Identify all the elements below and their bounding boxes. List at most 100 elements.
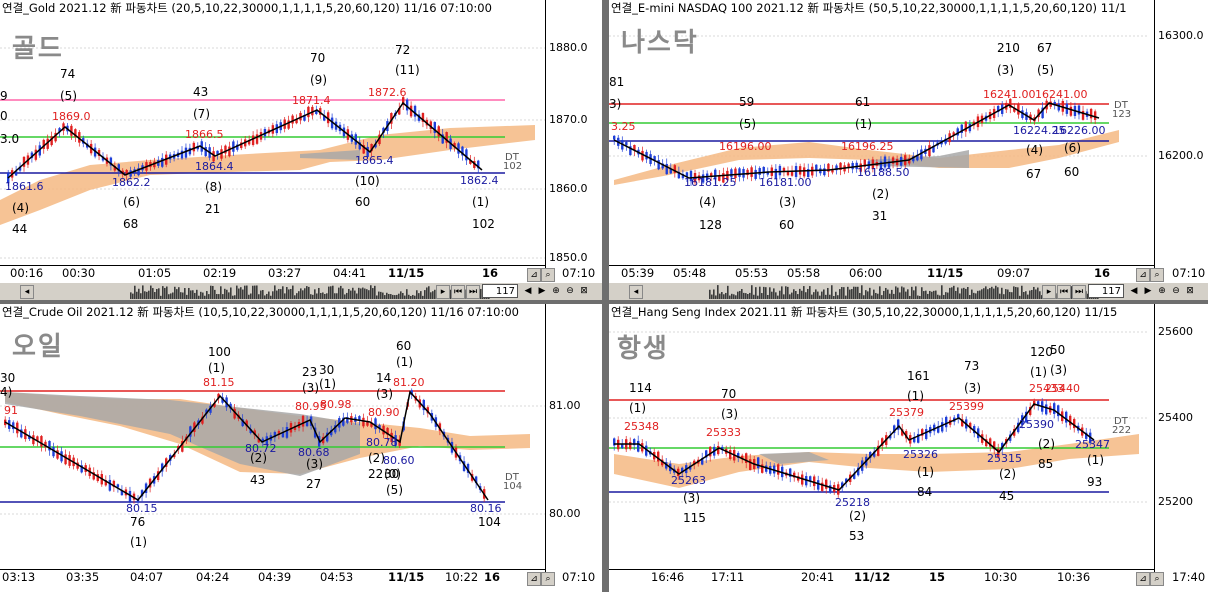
volume-bar (238, 288, 240, 299)
bar-count-field[interactable]: 117 (1088, 284, 1124, 298)
nasdaq-chart-panel[interactable]: 3.25 16196.00 16181.25 16181.00 16196.25 1618… (609, 0, 1208, 300)
volume-bar (204, 295, 206, 299)
page-first-button[interactable]: ⏮ (1057, 285, 1071, 299)
chart-settings-button[interactable]: ⊿ (527, 268, 541, 282)
volume-bar (815, 289, 817, 299)
volume-bar (264, 295, 266, 299)
wave-label: 14 (376, 371, 391, 385)
wave-label: 23 (302, 365, 317, 379)
time-axis-tick: 00:16 (10, 266, 44, 280)
nasdaq-scroll-toolbar[interactable]: ◂ ▸ ⏮ ⏭ 117 ◀ ▶ ⊕ ⊖ ⊠ (609, 282, 1208, 300)
chart-settings-button[interactable]: ⊿ (1136, 268, 1150, 282)
price-label: 25333 (706, 426, 741, 439)
volume-bar (418, 293, 420, 299)
volume-bar (723, 294, 725, 299)
volume-bar (987, 289, 989, 299)
volume-bar (242, 289, 244, 299)
wave-label: (2) (368, 451, 385, 465)
time-axis-tick: 04:24 (196, 570, 230, 584)
panel-divider-vertical[interactable] (602, 0, 609, 592)
zoom-icon[interactable]: ⌕ (1150, 268, 1164, 282)
zoom-icon[interactable]: ⌕ (1150, 572, 1164, 586)
volume-bar (927, 293, 929, 299)
nasdaq-plot-area[interactable]: 3.25 16196.00 16181.25 16181.00 16196.25 1618… (609, 0, 1149, 268)
dt-value: 104 (503, 481, 522, 492)
price-axis-tick: 16300.0 (1158, 29, 1204, 42)
volume-bar (825, 294, 827, 299)
crude-oil-chart-panel[interactable]: 91 81.15 80.95 80.98 80.90 81.20 80.72 80.68 80.… (0, 304, 602, 592)
wave-label: 120 (1030, 345, 1053, 359)
volume-bar (1029, 290, 1031, 299)
volume-bar (971, 289, 973, 299)
volume-bar (989, 288, 991, 299)
scroll-right-button[interactable]: ▸ (1042, 285, 1056, 299)
volume-bar (340, 285, 342, 299)
hang-seng-chart-panel[interactable]: 25348 25333 25263 25218 25379 25399 25326 25315… (609, 304, 1208, 592)
bar-right-button[interactable]: ▶ (1144, 286, 1152, 296)
gold-chart-panel[interactable]: 1861.6 1869.0 1862.2 1866.5 1864.4 1871.4 1865… (0, 0, 602, 300)
page-last-button[interactable]: ⏭ (1072, 285, 1086, 299)
hangseng-plot-area[interactable]: 25348 25333 25263 25218 25379 25399 25326 25315… (609, 304, 1149, 572)
volume-bar (889, 293, 891, 299)
time-axis-line (0, 265, 545, 266)
zoom-in-button[interactable]: ⊕ (552, 286, 560, 296)
volume-bar (753, 294, 755, 299)
volume-bar (392, 294, 394, 299)
time-axis-tick: 17:40 (1172, 570, 1206, 584)
volume-bar (304, 288, 306, 299)
wave-label: (2) (250, 451, 267, 465)
bar-left-button[interactable]: ◀ (524, 286, 532, 296)
chart-settings-button[interactable]: ⊿ (527, 572, 541, 586)
zoom-out-button[interactable]: ⊖ (1172, 286, 1180, 296)
gold-plot-area[interactable]: 1861.6 1869.0 1862.2 1866.5 1864.4 1871.4 1865… (0, 0, 545, 268)
gold-scroll-toolbar[interactable]: ◂ ▸ ⏮ ⏭ 117 ◀ ▶ ⊕ ⊖ ⊠ (0, 282, 602, 300)
zoom-in-button[interactable]: ⊕ (1158, 286, 1166, 296)
time-axis-tick: 07:10 (1172, 266, 1206, 280)
volume-bar (430, 292, 432, 299)
bar-left-button[interactable]: ◀ (1130, 286, 1138, 296)
zoom-icon[interactable]: ⌕ (541, 572, 555, 586)
wave-label: 70 (310, 51, 325, 65)
wave-label: 0 (0, 109, 8, 123)
ichimoku-cloud-gray (300, 150, 360, 160)
wave-label: 93 (1087, 475, 1102, 489)
bar-count-field[interactable]: 117 (482, 284, 518, 298)
page-first-button[interactable]: ⏮ (451, 285, 465, 299)
volume-bar (907, 289, 909, 299)
volume-bar (1005, 289, 1007, 299)
scroll-left-button[interactable]: ◂ (20, 285, 34, 299)
volume-bar (997, 287, 999, 299)
volume-bar (829, 294, 831, 299)
volume-bar (426, 287, 428, 299)
volume-bar (258, 294, 260, 299)
scroll-left-button[interactable]: ◂ (629, 285, 643, 299)
time-axis-tick: 16 (484, 570, 501, 584)
volume-bar (150, 285, 152, 299)
fit-button[interactable]: ⊠ (1186, 286, 1194, 296)
wave-label: 68 (123, 217, 138, 231)
volume-bar (152, 288, 154, 299)
zoom-out-button[interactable]: ⊖ (566, 286, 574, 296)
price-label: 80.72 (245, 442, 277, 455)
price-axis-line (1154, 0, 1155, 268)
bar-right-button[interactable]: ▶ (538, 286, 546, 296)
volume-bar (318, 287, 320, 299)
page-last-button[interactable]: ⏭ (466, 285, 480, 299)
wave-label: (5) (739, 117, 756, 131)
volume-bar (250, 293, 252, 299)
panel-divider-horizontal[interactable] (0, 300, 1208, 304)
scroll-right-button[interactable]: ▸ (436, 285, 450, 299)
wave-label: 3) (609, 97, 621, 111)
volume-bar (761, 293, 763, 299)
price-label: 16226.00 (1053, 124, 1106, 137)
zoom-icon[interactable]: ⌕ (541, 268, 555, 282)
chart-settings-button[interactable]: ⊿ (1136, 572, 1150, 586)
volume-bar (168, 294, 170, 299)
volume-bar (278, 288, 280, 299)
volume-bar (975, 293, 977, 299)
volume-bar (779, 290, 781, 299)
volume-bar (170, 293, 172, 299)
fit-button[interactable]: ⊠ (580, 286, 588, 296)
price-axis-tick: 1850.0 (549, 251, 588, 264)
